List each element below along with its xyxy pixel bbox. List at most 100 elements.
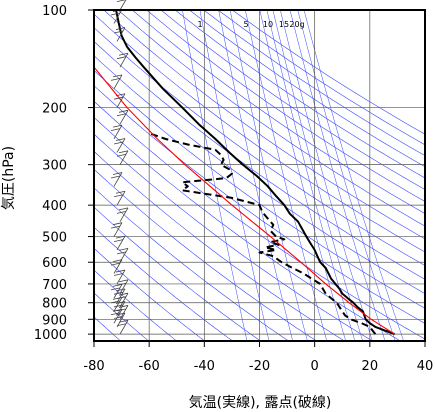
wind-barb-staff xyxy=(113,74,123,89)
wind-barb-staff xyxy=(116,269,126,285)
wind-barb-staff xyxy=(116,27,126,42)
wind-barb xyxy=(113,301,126,316)
wind-barb-staff xyxy=(116,235,126,251)
wind-barb-feather xyxy=(116,210,127,214)
dry-adiabat-line xyxy=(175,10,425,179)
wind-barb-feather xyxy=(110,225,121,229)
wind-barb-feather xyxy=(113,273,124,276)
wind-barb-staff xyxy=(119,248,129,263)
x-tick-label: -60 xyxy=(139,359,160,374)
wind-barb-feather xyxy=(116,153,127,157)
wind-barb-feather xyxy=(115,27,126,30)
wind-barb xyxy=(110,74,123,89)
dry-adiabat-line xyxy=(94,41,425,280)
wind-barb-feather xyxy=(116,296,127,300)
y-tick-label: 400 xyxy=(42,199,67,214)
wind-barb-feather xyxy=(112,172,123,175)
y-tick-label: 200 xyxy=(42,102,67,117)
wind-barb-staff xyxy=(119,0,127,11)
wind-barb-staff xyxy=(113,172,123,187)
wind-barb-feather xyxy=(115,190,126,194)
wind-barbs xyxy=(110,0,129,335)
dry-adiabat-line xyxy=(160,10,425,190)
x-tick-label: 40 xyxy=(417,359,434,374)
y-tick-label: 100 xyxy=(42,4,67,19)
wind-barb xyxy=(110,222,123,237)
wind-barb xyxy=(113,190,126,206)
wind-barb xyxy=(116,247,129,263)
wind-barb-feather xyxy=(115,301,126,304)
wind-barb xyxy=(113,138,126,153)
wind-barb-feather xyxy=(113,194,124,198)
dewpoint-line xyxy=(148,132,377,335)
wind-barb xyxy=(116,319,129,335)
wind-barb-staff xyxy=(113,9,123,24)
wind-barb-feather xyxy=(115,235,126,239)
wind-barb-feather xyxy=(110,12,121,16)
dry-adiabat-line xyxy=(146,10,425,202)
dry-adiabat-line xyxy=(94,27,425,266)
x-tick-label: -20 xyxy=(249,359,270,374)
wind-barb-staff xyxy=(119,150,129,165)
wind-barb xyxy=(116,109,129,125)
wind-barb-feather xyxy=(110,128,121,131)
wind-barb-staff xyxy=(116,301,126,316)
dry-adiabat-line xyxy=(117,10,425,227)
mixing-ratio-label: 1 xyxy=(197,20,202,29)
dry-adiabat-line xyxy=(94,13,425,253)
wind-barb xyxy=(116,279,129,294)
wind-barb xyxy=(110,172,123,187)
wind-barb-staff xyxy=(116,93,126,108)
wind-barb-staff xyxy=(116,138,126,153)
wind-barb-staff xyxy=(113,284,123,299)
wind-barb-staff xyxy=(116,288,126,303)
wind-barb-staff xyxy=(116,191,126,206)
wind-barb-staff xyxy=(113,297,123,312)
wind-barb-feather xyxy=(113,30,124,34)
x-tick-label: 0 xyxy=(311,359,319,374)
y-axis-title: 気圧(hPa) xyxy=(1,146,17,210)
wind-barb-feather xyxy=(115,93,126,97)
wind-barb-feather xyxy=(113,304,124,308)
wind-barb xyxy=(110,124,123,140)
wind-barb-staff xyxy=(119,305,129,320)
y-tick-label: 1000 xyxy=(34,328,67,343)
wind-barb-feather xyxy=(118,292,129,296)
wind-barb-staff xyxy=(113,124,123,140)
wind-barb-feather xyxy=(116,56,127,60)
wind-barb-feather xyxy=(110,287,121,291)
wind-barb xyxy=(110,259,123,274)
wind-barb xyxy=(116,207,129,222)
wind-barb-feather xyxy=(116,251,127,255)
wind-barb-feather xyxy=(112,222,123,226)
wind-barb-feather xyxy=(116,308,127,312)
wind-barb-feather xyxy=(118,305,129,308)
x-tick-label: -80 xyxy=(83,359,104,374)
wind-barb-feather xyxy=(116,323,127,327)
wind-barb-feather xyxy=(118,52,129,56)
wind-barb-staff xyxy=(113,222,123,237)
wind-barb-feather xyxy=(113,96,124,100)
temperature-line xyxy=(115,10,396,336)
mixing-ratio-label: 15 xyxy=(279,20,289,29)
wind-barb-feather xyxy=(113,141,124,145)
wind-barb-feather xyxy=(115,138,126,141)
wind-barb xyxy=(116,305,129,320)
reference-curve-line xyxy=(94,65,395,335)
wind-barb-feather xyxy=(110,262,121,266)
wind-barb xyxy=(113,27,126,42)
wind-barb-feather xyxy=(110,300,121,304)
mixing-ratio-label: 10 xyxy=(263,20,273,29)
wind-barb-staff xyxy=(113,259,123,274)
mixing-ratio-label: 20g xyxy=(289,20,304,29)
dry-adiabat-line xyxy=(132,10,425,214)
wind-barb xyxy=(116,52,129,68)
wind-barb xyxy=(113,269,126,285)
dry-adiabat-line xyxy=(94,55,425,294)
wind-barb xyxy=(113,288,126,303)
wind-barb-feather xyxy=(118,247,129,251)
wind-barb-feather xyxy=(116,113,127,117)
